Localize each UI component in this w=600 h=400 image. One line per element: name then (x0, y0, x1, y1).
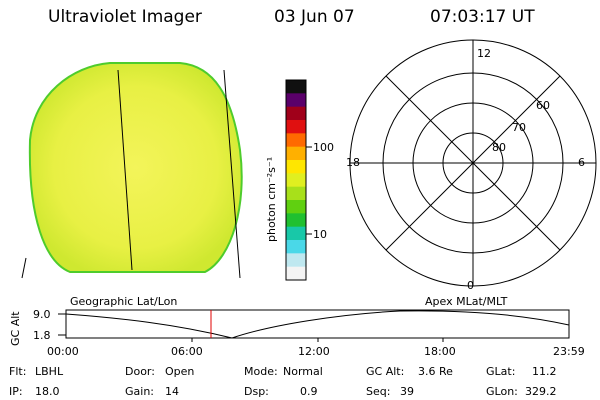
date-label: 03 Jun 07 (274, 7, 355, 27)
earth-disk-image (28, 62, 243, 273)
color-scale-segment (286, 213, 306, 228)
color-scale-segment (286, 266, 306, 281)
color-scale-segment (286, 240, 306, 254)
x-tick-label: 00:00 (47, 345, 79, 358)
color-scale-frame (285, 79, 307, 281)
x-tick-label: 12:00 (298, 345, 330, 358)
ip-value: 18.0 (35, 385, 60, 398)
gc-alt-label: GC Alt: (366, 365, 405, 378)
color-scale-segment (286, 200, 306, 214)
filter-value: LBHL (35, 365, 64, 378)
color-scale-segment (286, 133, 306, 148)
color-scale-segment (286, 146, 306, 161)
glon-label: GLon: (486, 385, 518, 398)
colorbar-tick-100: 100 (313, 141, 334, 154)
lat-label-70: 70 (512, 121, 526, 134)
meridian-line (117, 69, 133, 271)
meridian-line (223, 69, 241, 279)
color-scale-segment (286, 93, 306, 108)
dsp-label: Dsp: (244, 385, 269, 398)
filter-label: Flt: (9, 365, 27, 378)
color-scale-segment (286, 106, 306, 121)
door-value: Open (165, 365, 195, 378)
polar-diagonal (385, 75, 561, 251)
seq-value: 39 (400, 385, 414, 398)
gc-alt-value: 3.6 Re (418, 365, 453, 378)
color-scale-segment (286, 186, 306, 201)
mlt-label-6: 6 (578, 156, 585, 169)
lat-label-60: 60 (536, 99, 550, 112)
meridian-line (21, 257, 27, 279)
mlt-label-12: 12 (477, 47, 491, 60)
color-scale-segment (286, 120, 306, 134)
glat-value: 11.2 (532, 365, 557, 378)
y-tick-label-min: 1.8 (33, 329, 51, 342)
glat-label: GLat: (486, 365, 516, 378)
ip-label: IP: (9, 385, 23, 398)
instrument-title: Ultraviolet Imager (48, 7, 202, 27)
altitude-curve (65, 310, 570, 339)
apex-mode-label: Apex MLat/MLT (425, 295, 508, 308)
geographic-mode-label: Geographic Lat/Lon (70, 295, 178, 308)
dsp-value: 0.9 (300, 385, 318, 398)
gain-label: Gain: (125, 385, 154, 398)
altitude-axis-label: GC Alt (9, 311, 22, 346)
y-tick-label-max: 9.0 (33, 308, 51, 321)
color-scale-segment (286, 80, 306, 94)
color-scale-segment (286, 253, 306, 268)
time-label: 07:03:17 UT (430, 7, 535, 27)
color-scale-bar (286, 80, 306, 281)
mode-value: Normal (283, 365, 323, 378)
x-tick-label: 06:00 (171, 345, 203, 358)
uv-image (21, 62, 243, 279)
colorbar-tick-10: 10 (313, 228, 327, 241)
color-scale-segment (286, 226, 306, 241)
mlt-label-0: 0 (467, 279, 474, 292)
gain-value: 14 (165, 385, 179, 398)
altitude-plot (58, 309, 570, 342)
polar-plot (349, 39, 597, 287)
x-tick-label: 23:59 (553, 345, 585, 358)
lat-label-80: 80 (492, 141, 506, 154)
mlt-label-18: 18 (346, 156, 360, 169)
x-tick-label: 18:00 (424, 345, 456, 358)
glon-value: 329.2 (525, 385, 557, 398)
color-scale-segment (286, 173, 306, 188)
mode-label: Mode: (244, 365, 278, 378)
colorbar-unit-label: photon cm⁻²s⁻¹ (265, 156, 278, 242)
color-scale-segment (286, 160, 306, 174)
seq-label: Seq: (366, 385, 391, 398)
door-label: Door: (125, 365, 155, 378)
